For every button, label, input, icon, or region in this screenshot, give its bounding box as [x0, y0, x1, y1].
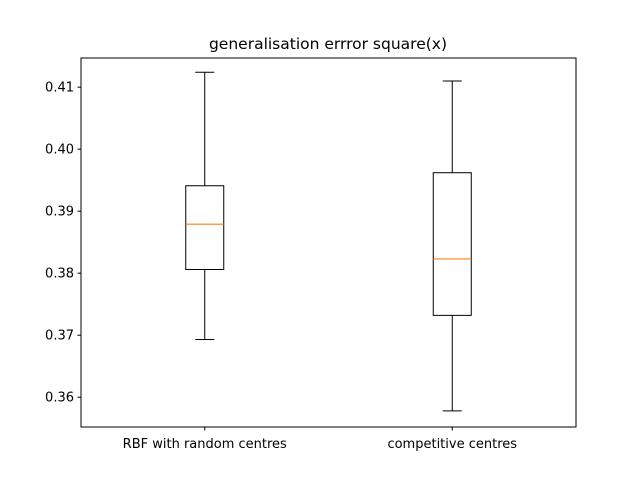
y-tick-label: 0.41: [45, 81, 74, 96]
x-tick-label: RBF with random centres: [123, 437, 287, 452]
box-iqr: [432, 172, 472, 316]
chart-title: generalisation errror square(x): [209, 35, 447, 53]
y-tick-label: 0.37: [45, 329, 74, 344]
y-tick-label: 0.39: [45, 205, 74, 220]
y-tick-label: 0.38: [45, 267, 74, 282]
y-tick-label: 0.36: [45, 391, 74, 406]
x-tick-label: competitive centres: [387, 437, 517, 452]
y-tick-label: 0.40: [45, 143, 74, 158]
plot-area: 0.36 0.37 0.38 0.39 0.40 0.41 RBF with random …: [45, 71, 517, 452]
box-iqr: [185, 185, 225, 270]
axes-frame: [80, 57, 577, 428]
